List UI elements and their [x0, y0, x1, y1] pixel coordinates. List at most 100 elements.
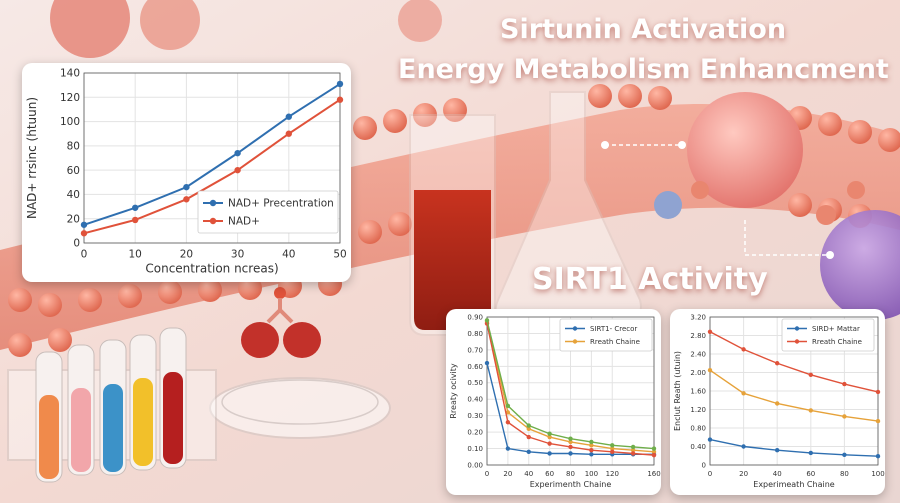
data-point-1 [547, 434, 552, 440]
y-tick-label: 0.10 [467, 445, 483, 453]
enclut-reath-chart-card: 0 0.40 0.80 1.20 1.60 2.00 2.40 2.80 3.20 0 20 40 60… [670, 309, 885, 495]
data-point-1 [336, 96, 344, 103]
y-tick-label: 60 [67, 165, 80, 177]
data-point-0 [285, 113, 292, 120]
x-tick-label: 80 [840, 470, 849, 478]
legend-label: SIRT1- Crecor [590, 325, 637, 333]
data-point-3 [547, 431, 552, 436]
x-tick-label: 40 [524, 470, 533, 478]
y-tick-label: 140 [60, 68, 80, 80]
data-point-1 [707, 329, 713, 334]
data-point-2 [630, 451, 636, 456]
x-tick-label: 50 [333, 249, 346, 261]
data-point-1 [741, 347, 746, 352]
y-tick-label: 0.90 [467, 313, 483, 321]
data-point-1 [526, 426, 531, 432]
y-axis-label: Rreaty ocivity [449, 363, 458, 419]
legend-marker [794, 326, 800, 331]
legend-label: NAD+ [228, 216, 260, 228]
data-point-1 [610, 446, 615, 451]
y-tick-label: 0.80 [690, 424, 706, 432]
data-point-3 [651, 446, 657, 451]
data-point-2 [875, 418, 881, 424]
series-line-1 [709, 331, 879, 393]
y-tick-label: 0 [702, 461, 706, 469]
data-point-1 [842, 381, 847, 387]
series-line-0 [709, 438, 879, 457]
y-tick-label: 40 [67, 189, 80, 201]
data-point-2 [610, 449, 615, 455]
y-tick-label: 2.00 [690, 369, 706, 377]
x-tick-label: 20 [180, 249, 193, 261]
x-tick-label: 0 [81, 249, 88, 261]
y-tick-label: 1.20 [690, 406, 706, 414]
legend-label: Rreath Chaine [812, 338, 862, 346]
data-point-0 [707, 437, 713, 442]
x-tick-label: 60 [806, 470, 815, 478]
y-tick-label: 80 [67, 141, 80, 153]
data-point-2 [707, 367, 713, 373]
sirt1-activity-title: SIRT1 Activity [532, 262, 768, 297]
y-tick-label: 0.50 [467, 379, 483, 387]
data-point-1 [132, 216, 139, 224]
data-point-1 [80, 230, 88, 237]
x-tick-label: 80 [566, 470, 575, 478]
y-tick-label: 2.80 [690, 332, 706, 340]
data-point-3 [484, 318, 490, 323]
data-point-2 [505, 420, 511, 425]
nad-concentration-chart: 0 20 40 60 80 100 120 140 0 10 20 30 40 50 Concentrati… [25, 68, 347, 276]
y-axis-label: NAD+ rrsinc (htuun) [25, 97, 39, 219]
data-point-0 [336, 80, 344, 88]
data-point-0 [875, 454, 881, 459]
data-point-1 [568, 439, 573, 445]
y-tick-label: 0.70 [467, 346, 483, 354]
data-point-3 [505, 403, 511, 408]
x-tick-label: 100 [871, 470, 884, 478]
data-point-0 [132, 204, 139, 211]
data-point-0 [547, 451, 552, 456]
x-tick-label: 20 [503, 470, 512, 478]
x-tick-label: 0 [485, 470, 489, 478]
data-point-1 [505, 410, 511, 415]
y-tick-label: 20 [67, 213, 80, 225]
sirt1-activity-chart-card: 0.00 0.10 0.20 0.30 0.40 0.50 0.60 0.70 0.80 0.90… [446, 309, 661, 495]
legend-marker [572, 339, 578, 344]
x-tick-label: 40 [282, 249, 295, 261]
x-axis-label: Concentration ncreas) [145, 262, 278, 276]
data-point-0 [505, 446, 511, 451]
series-line-1 [83, 98, 341, 235]
y-tick-label: 0.60 [467, 363, 483, 371]
enclut-reath-chart: 0 0.40 0.80 1.20 1.60 2.00 2.40 2.80 3.20 0 20 40 60… [673, 313, 885, 489]
legend-box [781, 318, 875, 352]
data-point-1 [234, 166, 241, 174]
data-point-0 [80, 221, 88, 228]
data-point-2 [741, 391, 746, 396]
y-tick-label: 2.40 [690, 350, 706, 358]
x-tick-label: 20 [739, 470, 748, 478]
title-line-1: Sirtunin Activation [500, 14, 787, 45]
x-tick-label: 30 [231, 249, 244, 261]
legend-marker [572, 326, 578, 331]
data-point-0 [568, 451, 573, 456]
data-point-3 [589, 439, 594, 445]
data-point-2 [808, 408, 813, 413]
legend-marker [794, 339, 800, 344]
x-tick-label: 40 [773, 470, 782, 478]
y-tick-label: 0.00 [467, 461, 483, 469]
x-tick-label: 120 [606, 470, 619, 478]
x-axis-label: Experimeath Chaine [753, 480, 835, 489]
sirt1-activity-chart: 0.00 0.10 0.20 0.30 0.40 0.50 0.60 0.70 0.80 0.90… [449, 313, 661, 489]
x-axis-label: Experimenth Chaine [530, 480, 612, 489]
data-point-0 [183, 183, 190, 191]
data-point-1 [285, 130, 292, 137]
legend-label: NAD+ Precentration [228, 198, 334, 210]
y-axis-label: Enclut Reath (utuin) [673, 351, 682, 431]
plot-frame [83, 72, 341, 244]
data-point-0 [589, 452, 594, 457]
data-point-2 [568, 444, 573, 450]
data-point-2 [526, 434, 531, 440]
x-tick-label: 10 [129, 249, 142, 261]
data-point-0 [741, 444, 746, 449]
x-tick-label: 100 [585, 470, 598, 478]
data-point-1 [808, 372, 813, 378]
